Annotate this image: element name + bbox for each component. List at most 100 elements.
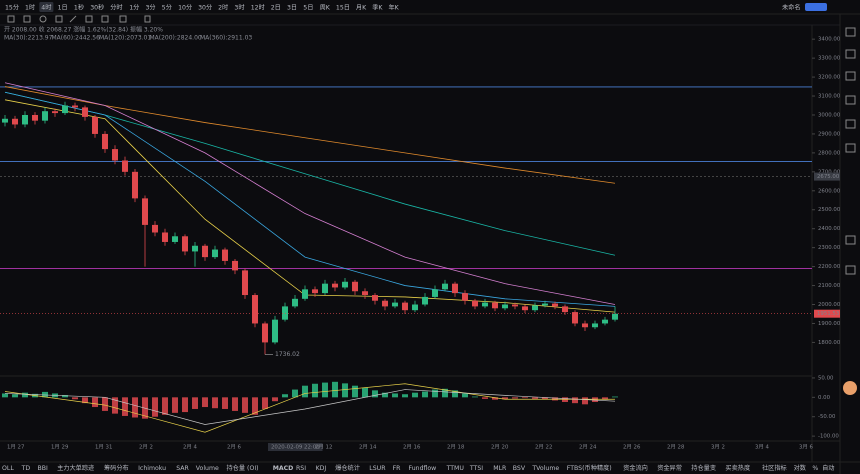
indicator-tab[interactable]: 持仓量变	[691, 464, 716, 472]
indicator-tab[interactable]: LSUR	[369, 465, 386, 472]
timeframe-tab[interactable]: 1时	[25, 4, 35, 12]
timeframe-tab[interactable]: 季K	[372, 4, 383, 12]
indicator-tab[interactable]: SAR	[176, 465, 189, 472]
icon[interactable]	[845, 27, 856, 37]
ma-line	[4, 91, 616, 307]
indicator-tab[interactable]: TVolume	[531, 465, 559, 472]
candle-body	[492, 302, 498, 309]
icon[interactable]	[119, 15, 127, 23]
indicator-option[interactable]: 自动	[822, 464, 834, 472]
account-name[interactable]: 未命名	[782, 4, 801, 12]
indicator-option[interactable]: %	[812, 465, 818, 472]
avatar[interactable]	[843, 381, 857, 395]
macd-bar	[542, 397, 548, 400]
indicator-tab[interactable]: Ichimoku	[138, 465, 166, 472]
indicator-tab[interactable]: KDJ	[316, 465, 327, 472]
macd-bar	[572, 397, 578, 404]
icon[interactable]	[845, 143, 856, 153]
timeframe-tab[interactable]: 1日	[58, 5, 68, 12]
icon[interactable]	[85, 15, 93, 23]
indicator-tab[interactable]: 资金流向	[623, 464, 648, 472]
timeframe-tab[interactable]: 1分	[129, 4, 139, 12]
macd-bar	[522, 397, 528, 399]
timeframe-tab[interactable]: 3分	[146, 4, 156, 12]
icon[interactable]	[845, 49, 856, 59]
indicator-tab[interactable]: MACD	[273, 465, 294, 472]
indicator-tab[interactable]: BSV	[513, 465, 526, 472]
indicator-tab[interactable]: 买卖热度	[725, 464, 750, 472]
indicator-tab[interactable]: FTBS(币种精度)	[567, 464, 612, 472]
macd-bar	[412, 392, 418, 398]
icon[interactable]	[7, 15, 15, 23]
candle-body	[272, 319, 278, 343]
side-icons[interactable]	[843, 27, 857, 395]
indicator-tab[interactable]: RSI	[296, 465, 306, 472]
macd-bar	[62, 395, 68, 398]
indicator-tab[interactable]: TD	[21, 465, 31, 472]
toolbar-icons[interactable]	[7, 15, 151, 23]
macd-bar	[552, 397, 558, 401]
y-tick-label: 1800.00	[818, 340, 841, 346]
y-tick-label: 2100.00	[818, 283, 841, 289]
y-tick-label: 2000.00	[818, 302, 841, 308]
timeframe-tab[interactable]: 周K	[320, 5, 331, 12]
timeframe-tab[interactable]: 3日	[287, 5, 297, 12]
x-tick-label: 2月 20	[491, 444, 509, 451]
icon[interactable]	[55, 15, 63, 23]
icon[interactable]	[845, 119, 856, 129]
timeframe-tab[interactable]: 分时	[110, 4, 122, 12]
timeframe-tab[interactable]: 2时	[218, 4, 228, 12]
timeframe-tab[interactable]: 月K	[356, 5, 367, 12]
indicator-option[interactable]: 社区指标	[762, 464, 787, 472]
ma-legend: MA(120):2073.01	[99, 35, 151, 42]
icon[interactable]	[845, 71, 856, 81]
icon[interactable]	[845, 235, 856, 245]
indicator-tab[interactable]: Fundflow	[409, 465, 437, 472]
indicator-tab[interactable]: Volume	[196, 465, 219, 472]
indicator-tab[interactable]: TTMU	[446, 465, 464, 472]
indicator-tab[interactable]: OLL	[2, 465, 14, 472]
macd-bar	[382, 392, 388, 398]
timeframe-tab[interactable]: 5分	[162, 4, 172, 12]
x-tick-label: 3月 2	[711, 444, 725, 451]
icon[interactable]	[845, 95, 856, 105]
ai-button[interactable]	[805, 3, 827, 11]
candle-body	[2, 118, 8, 123]
timeframe-tab[interactable]: 30分	[198, 4, 212, 12]
icon[interactable]	[845, 265, 856, 275]
timeframe-tab[interactable]: 年K	[389, 4, 400, 12]
indicator-tab[interactable]: 筹码分布	[104, 464, 129, 472]
candle-body	[102, 133, 108, 150]
timeframe-tab[interactable]: 4时	[41, 4, 51, 12]
indicator-tab[interactable]: MLR	[493, 465, 507, 472]
timeframe-tab[interactable]: 5日	[303, 5, 313, 12]
indicator-tab[interactable]: 主力大单踪迹	[57, 464, 94, 472]
indicator-tab[interactable]: 持仓量 (OI)	[227, 464, 259, 472]
icon[interactable]	[39, 15, 47, 23]
indicator-tab[interactable]: 资金异常	[657, 464, 682, 472]
candle-body	[322, 283, 328, 294]
timeframe-tab[interactable]: 15日	[336, 5, 350, 12]
timeframe-tab[interactable]: 15分	[5, 4, 19, 12]
timeframe-tab[interactable]: 2日	[271, 5, 281, 12]
candle-body	[22, 114, 28, 125]
timeframe-tab[interactable]: 30秒	[90, 4, 104, 12]
macd-bar	[292, 389, 298, 398]
icon[interactable]	[101, 15, 109, 23]
candle-body	[562, 306, 568, 313]
candle-body	[612, 313, 618, 320]
timeframe-tab[interactable]: 3时	[234, 4, 244, 12]
indicator-option[interactable]: 对数	[794, 464, 807, 472]
timeframe-tab[interactable]: 10分	[178, 4, 192, 12]
timeframe-tab[interactable]: 1秒	[74, 4, 84, 12]
macd-bar	[302, 385, 308, 398]
timeframe-tab[interactable]: 12时	[251, 4, 265, 12]
indicator-tab[interactable]: BBI	[38, 465, 48, 472]
indicator-tab[interactable]: TTSI	[469, 465, 483, 472]
indicator-tab[interactable]: FR	[393, 465, 402, 472]
indicator-tab[interactable]: 爆仓统计	[335, 464, 360, 472]
icon[interactable]	[144, 15, 151, 23]
icon[interactable]	[69, 15, 77, 23]
icon[interactable]	[23, 15, 31, 23]
